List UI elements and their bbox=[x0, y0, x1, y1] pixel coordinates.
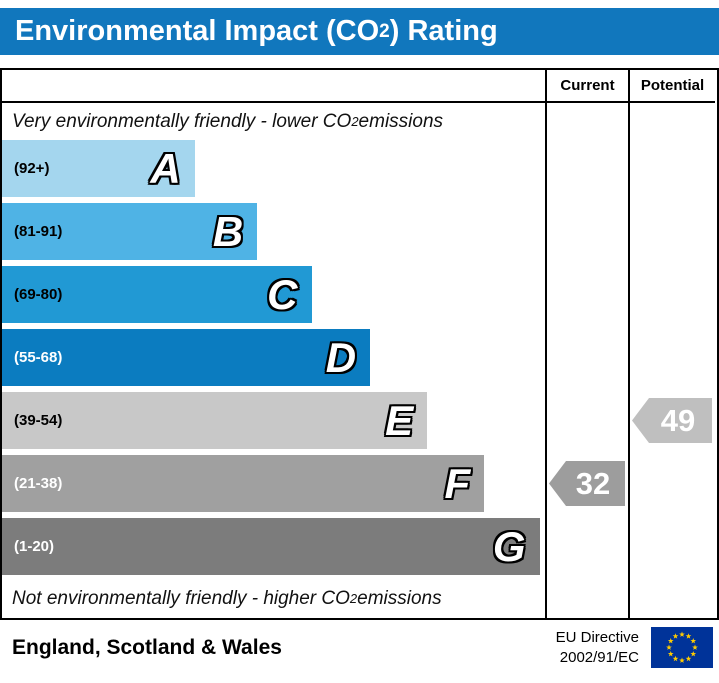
bottom-note-subscript: 2 bbox=[349, 591, 358, 606]
band-row-a: (92+) A bbox=[2, 140, 195, 197]
current-indicator-arrow: 32 bbox=[549, 461, 625, 506]
current-column-header: Current bbox=[545, 70, 628, 103]
eu-directive-label: EU Directive 2002/91/EC bbox=[556, 628, 639, 667]
band-row-f: (21-38) F bbox=[2, 455, 485, 512]
band-range-label: (39-54) bbox=[14, 412, 63, 429]
top-note: Very environmentally friendly - lower CO… bbox=[2, 103, 545, 140]
epc-environmental-rating-page: Environmental Impact (CO 2) Rating Curren… bbox=[0, 8, 719, 675]
page-title-text: Environmental Impact (CO bbox=[15, 15, 380, 47]
chart-corner-cell bbox=[2, 70, 545, 103]
band-letter: F bbox=[444, 459, 471, 507]
top-note-subscript: 2 bbox=[351, 114, 359, 129]
bottom-note: Not environmentally friendly - higher CO… bbox=[2, 581, 545, 616]
bottom-note-text: Not environmentally friendly - higher CO bbox=[12, 587, 350, 609]
top-note-suffix: emissions bbox=[358, 110, 444, 132]
band-row-g: (1-20) G bbox=[2, 518, 540, 575]
page-title-suffix: ) Rating bbox=[389, 15, 498, 47]
top-note-text: Very environmentally friendly - lower CO bbox=[12, 110, 352, 132]
band-letter: G bbox=[492, 522, 526, 570]
current-column: 32 bbox=[545, 103, 628, 618]
band-letter: D bbox=[325, 333, 357, 381]
footer-region-label: England, Scotland & Wales bbox=[12, 635, 282, 659]
band-row-c: (69-80) C bbox=[2, 266, 312, 323]
eu-flag-icon bbox=[651, 627, 713, 668]
band-row-e: (39-54) E bbox=[2, 392, 428, 449]
band-letter: C bbox=[267, 270, 298, 318]
page-title-subscript: 2 bbox=[379, 20, 390, 42]
eu-directive-line1: EU Directive bbox=[555, 629, 639, 646]
band-letter: B bbox=[212, 207, 244, 255]
potential-column-header: Potential bbox=[628, 70, 715, 103]
page-title: Environmental Impact (CO 2) Rating bbox=[0, 8, 719, 55]
bottom-note-suffix: emissions bbox=[357, 587, 442, 609]
band-range-label: (92+) bbox=[14, 160, 50, 177]
chart-footer: England, Scotland & Wales EU Directive 2… bbox=[0, 620, 719, 675]
band-letter: A bbox=[150, 144, 181, 192]
bands-area: Very environmentally friendly - lower CO… bbox=[2, 103, 545, 618]
band-row-d: (55-68) D bbox=[2, 329, 371, 386]
band-range-label: (81-91) bbox=[14, 223, 63, 240]
potential-column: 49 bbox=[628, 103, 715, 618]
band-letter: E bbox=[385, 396, 414, 444]
band-range-label: (21-38) bbox=[14, 475, 63, 492]
band-range-label: (1-20) bbox=[14, 538, 55, 555]
band-range-label: (69-80) bbox=[14, 286, 63, 303]
band-range-label: (55-68) bbox=[14, 349, 63, 366]
potential-value: 49 bbox=[660, 402, 696, 438]
rating-chart: Current Potential Very environmentally f… bbox=[0, 68, 719, 620]
eu-directive-line2: 2002/91/EC bbox=[559, 648, 639, 666]
potential-indicator-arrow: 49 bbox=[632, 398, 712, 443]
band-row-b: (81-91) B bbox=[2, 203, 258, 260]
current-value: 32 bbox=[575, 465, 611, 501]
